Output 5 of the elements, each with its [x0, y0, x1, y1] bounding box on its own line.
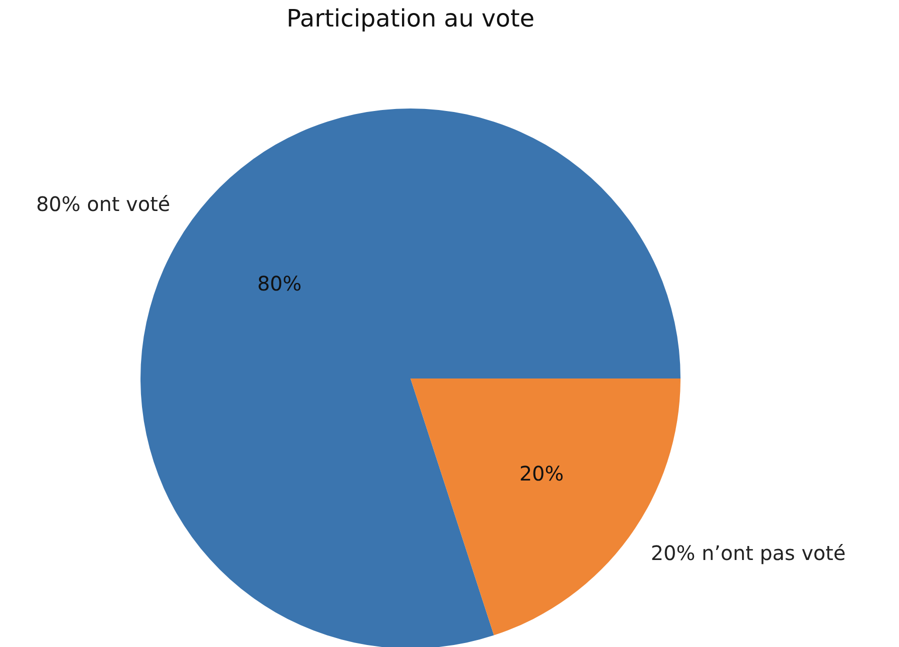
- slice-label: 80% ont voté: [36, 192, 170, 216]
- slice-label: 20% n’ont pas voté: [650, 541, 846, 566]
- data-label: 20%: [519, 462, 564, 486]
- chart-title: Participation au vote: [286, 4, 535, 32]
- data-label: 80%: [257, 271, 302, 296]
